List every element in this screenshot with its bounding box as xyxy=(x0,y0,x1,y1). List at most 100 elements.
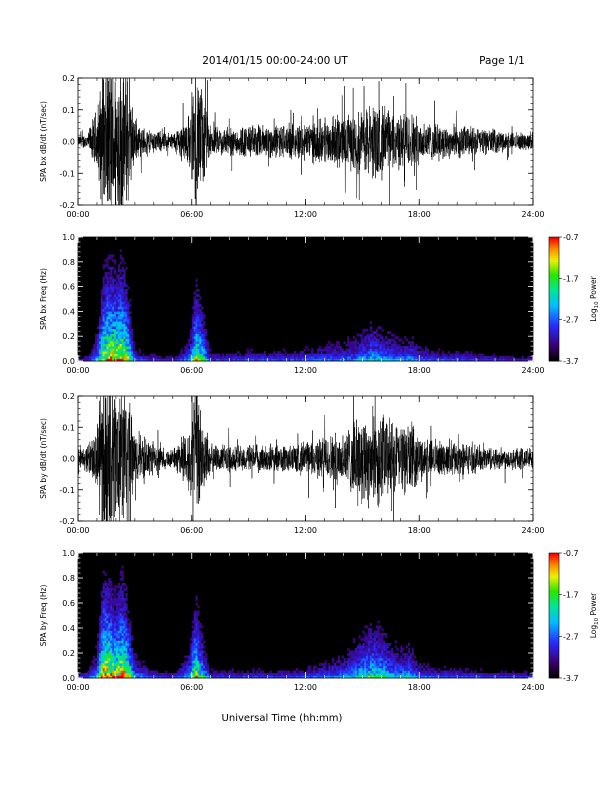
colorbar-swatch xyxy=(549,586,559,589)
y-tick-label: 1.0 xyxy=(62,233,75,242)
colorbar-label-main: Log xyxy=(589,308,598,322)
y-tick-label: 0.8 xyxy=(62,258,75,267)
colorbar-swatch xyxy=(549,600,559,604)
colorbar-swatch xyxy=(549,573,559,577)
colorbar-swatch xyxy=(549,305,559,308)
y-axis-label: SPA by Freq (Hz) xyxy=(39,585,48,647)
colorbar-swatch xyxy=(549,638,559,641)
heatmap-cells-3 xyxy=(78,553,534,679)
colorbar-swatch xyxy=(549,598,559,602)
y-tick-label: -0.2 xyxy=(59,201,75,210)
colorbar-swatch xyxy=(549,342,559,345)
colorbar-swatch xyxy=(549,332,559,335)
colorbar-swatch xyxy=(549,237,559,240)
colorbar-swatch xyxy=(549,263,559,267)
colorbar-swatch xyxy=(549,617,559,621)
x-tick-label: 18:00 xyxy=(408,526,431,535)
colorbar-swatch xyxy=(549,299,559,302)
colorbar-swatch xyxy=(549,609,559,612)
colorbar-label-main: Log xyxy=(589,625,598,639)
colorbar-swatch xyxy=(549,611,559,614)
series-line-2 xyxy=(78,396,533,521)
x-tick-label: 18:00 xyxy=(408,210,431,219)
colorbar-swatch xyxy=(549,317,559,321)
colorbar-swatch xyxy=(549,571,559,575)
figure-title: 2014/01/15 00:00-24:00 UT xyxy=(202,55,348,67)
colorbar-tick-label: -1.7 xyxy=(563,591,579,600)
colorbar-label-sub: 10 xyxy=(594,301,600,308)
colorbar-swatch xyxy=(549,276,559,279)
colorbar-swatch xyxy=(549,625,559,629)
colorbar-swatch xyxy=(549,632,559,635)
colorbar-swatch xyxy=(549,313,559,316)
y-tick-label: 0.2 xyxy=(62,649,75,658)
colorbar-swatch xyxy=(549,249,559,252)
x-tick-label: 06:00 xyxy=(180,366,203,375)
heatmap-background xyxy=(78,237,533,361)
colorbar-swatch xyxy=(549,257,559,261)
x-tick-label: 06:00 xyxy=(180,683,203,692)
y-tick-label: 1.0 xyxy=(62,549,75,558)
x-tick-label: 06:00 xyxy=(180,210,203,219)
colorbar-swatch xyxy=(549,623,559,627)
colorbar-swatch xyxy=(549,596,559,600)
colorbar-swatch xyxy=(549,251,559,254)
colorbar-swatch xyxy=(549,239,559,242)
colorbar-swatch xyxy=(549,294,559,298)
colorbar-swatch xyxy=(549,323,559,327)
x-tick-label: 12:00 xyxy=(294,683,317,692)
colorbar-swatch xyxy=(549,640,559,643)
colorbar-swatch xyxy=(549,605,559,608)
panels-group: -0.2 -0.1 0.0 0.1 0.2 00:00 06:00 12:00 18:00 24:… xyxy=(39,74,600,692)
y-tick-label: 0.0 xyxy=(62,455,75,464)
y-tick-label: 0.2 xyxy=(62,74,75,83)
x-tick-label: 24:00 xyxy=(521,526,544,535)
colorbar-swatch xyxy=(549,563,559,566)
colorbar-swatch xyxy=(549,286,559,290)
colorbar-label: Log10 Power xyxy=(589,275,600,321)
colorbar-swatch xyxy=(549,565,559,568)
colorbar-swatch xyxy=(549,265,559,269)
colorbar-swatch xyxy=(549,569,559,573)
y-tick-label: 0.0 xyxy=(62,138,75,147)
y-tick-label: 0.1 xyxy=(62,106,75,115)
x-tick-label: 18:00 xyxy=(408,366,431,375)
x-tick-label: 00:00 xyxy=(66,366,89,375)
colorbar-swatch xyxy=(549,615,559,618)
colorbar-swatch xyxy=(549,665,559,668)
y-tick-label: -0.2 xyxy=(59,517,75,526)
colorbar-swatch xyxy=(549,270,559,273)
colorbar-swatch xyxy=(549,344,559,347)
colorbar-swatch xyxy=(549,659,559,662)
colorbar-swatch xyxy=(549,352,559,356)
colorbar-swatch xyxy=(549,356,559,360)
colorbar-frame xyxy=(548,552,560,679)
colorbar-swatch xyxy=(549,292,559,296)
colorbar-swatch xyxy=(549,255,559,259)
colorbar-swatch xyxy=(549,630,559,633)
colorbar-swatch xyxy=(549,667,559,671)
y-tick-label: -0.1 xyxy=(59,486,75,495)
colorbar-swatch xyxy=(549,325,559,329)
x-tick-label: 12:00 xyxy=(294,210,317,219)
colorbar-swatch xyxy=(549,628,559,631)
x-tick-label: 24:00 xyxy=(521,210,544,219)
colorbar-label-tail: Power xyxy=(589,275,598,301)
colorbar-swatch xyxy=(549,644,559,648)
colorbar-swatch xyxy=(549,636,559,639)
colorbar-swatch xyxy=(549,327,559,331)
colorbar-swatch xyxy=(549,241,559,244)
colorbar-swatch xyxy=(549,646,559,650)
colorbar-swatch xyxy=(549,278,559,281)
y-tick-label: 0.4 xyxy=(62,624,75,633)
colorbar-swatch xyxy=(549,653,559,656)
colorbar-swatch xyxy=(549,613,559,616)
colorbar-swatch xyxy=(549,288,559,292)
colorbar-tick-label: -1.7 xyxy=(563,274,579,283)
colorbar-swatch xyxy=(549,311,559,314)
colorbar-swatch xyxy=(549,588,559,591)
x-tick-label: 24:00 xyxy=(521,366,544,375)
colorbar-swatch xyxy=(549,280,559,283)
colorbar-swatch xyxy=(549,655,559,658)
